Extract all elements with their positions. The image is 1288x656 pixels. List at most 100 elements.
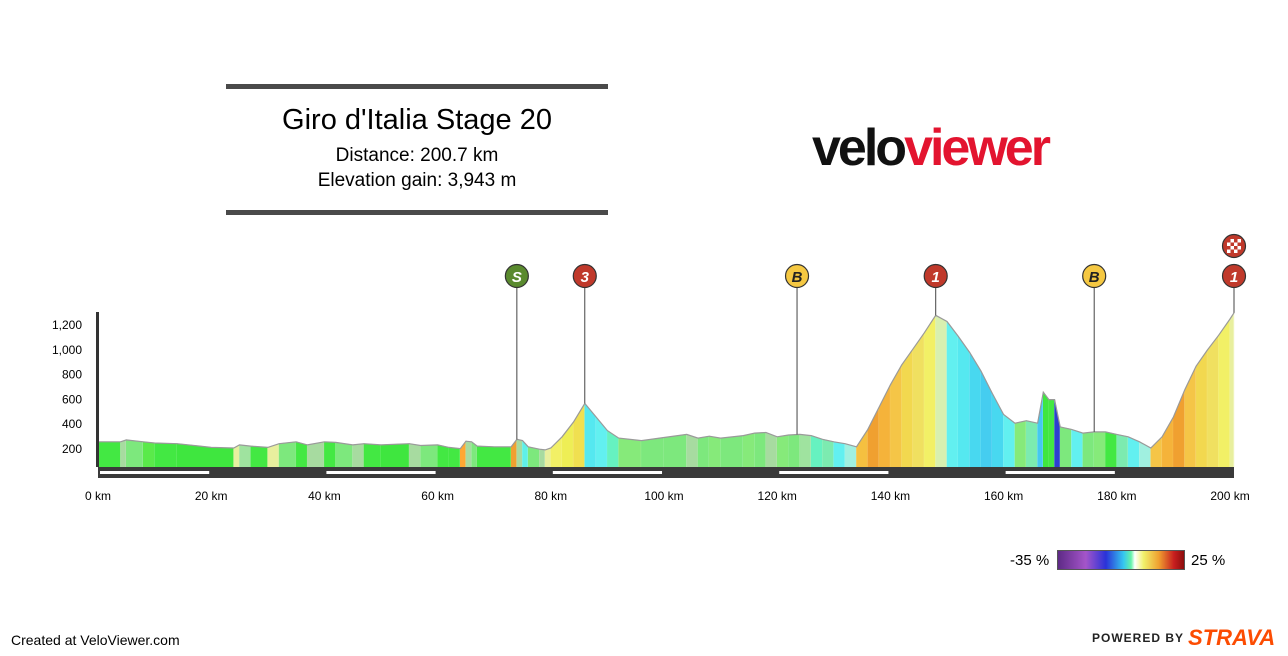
profile-segment-15 — [352, 443, 365, 468]
y-tick-label: 400 — [62, 417, 82, 431]
title-box: Giro d'Italia Stage 20 Distance: 200.7 k… — [226, 84, 608, 216]
finish-flag-check — [1230, 249, 1234, 253]
climb-marker-1 — [1221, 263, 1247, 289]
profile-segment-46 — [754, 432, 767, 468]
x-tick-label: 180 km — [1097, 489, 1136, 503]
profile-segment-23 — [465, 440, 472, 468]
y-tick-label: 1,000 — [52, 343, 82, 357]
x-tick-label: 160 km — [984, 489, 1023, 503]
elevation-gain-text: Elevation gain: 3,943 m — [317, 170, 517, 191]
profile-segment-59 — [901, 347, 914, 468]
profile-segment-42 — [697, 435, 710, 468]
profile-segment-21 — [448, 447, 461, 468]
profile-segment-37 — [607, 430, 619, 468]
profile-segment-7 — [239, 444, 252, 468]
profile-segment-3 — [143, 441, 155, 468]
profile-segment-27 — [516, 438, 523, 468]
finish-flag-check — [1234, 242, 1238, 246]
profile-segment-30 — [539, 448, 546, 468]
profile-segment-52 — [822, 438, 835, 468]
profile-segment-29 — [527, 446, 540, 468]
climb-marker-B — [1082, 263, 1107, 289]
climb-marker-label: 3 — [581, 269, 590, 286]
finish-flag-check — [1234, 249, 1238, 253]
x-tick-label: 40 km — [308, 489, 341, 503]
profile-segment-73 — [1048, 399, 1055, 468]
y-axis-line — [96, 312, 99, 467]
created-at-veloviewer[interactable]: Created at VeloViewer.com — [11, 632, 180, 648]
x-tick-label: 60 km — [421, 489, 454, 503]
gradient-legend-colorbar — [1057, 550, 1185, 570]
x-tick-label: 80 km — [534, 489, 567, 503]
y-tick-label: 600 — [62, 392, 82, 406]
climb-marker-S — [504, 263, 529, 289]
profile-segment-45 — [743, 432, 755, 468]
profile-segment-17 — [380, 443, 410, 468]
gradient-legend-max-label: 25 % — [1191, 552, 1226, 569]
finish-flag-check — [1234, 239, 1238, 243]
distance-band-4 — [1005, 471, 1115, 474]
profile-segment-72 — [1043, 391, 1050, 468]
profile-segment-44 — [720, 435, 744, 468]
profile-segment-71 — [1037, 392, 1044, 468]
profile-segment-58 — [890, 363, 902, 468]
veloviewer-logo: veloviewer — [812, 118, 1082, 178]
profile-segment-16 — [363, 443, 382, 468]
climb-marker-label: 1 — [932, 269, 940, 286]
finish-flag-check — [1227, 239, 1231, 243]
gradient-legend-min-label: -35 % — [1010, 552, 1050, 569]
profile-segment-38 — [618, 437, 642, 468]
profile-segment-65 — [969, 351, 982, 468]
profile-segment-10 — [278, 441, 297, 468]
y-tick-label: 1,200 — [52, 318, 82, 332]
logo-part-velo: velo — [812, 119, 907, 177]
finish-flag-check — [1237, 246, 1241, 250]
profile-segment-89 — [1218, 318, 1231, 468]
profile-segment-56 — [867, 406, 880, 468]
y-tick-label: 800 — [62, 368, 82, 382]
profile-segment-14 — [335, 442, 353, 468]
climb-marker-B — [784, 263, 810, 289]
profile-segment-84 — [1161, 415, 1174, 468]
profile-segment-41 — [686, 433, 699, 468]
powered-by-label: POWERED BY — [1092, 631, 1185, 645]
profile-segment-77 — [1082, 431, 1095, 468]
profile-segment-62 — [935, 314, 948, 468]
x-tick-label: 20 km — [195, 489, 228, 503]
distance-band-1 — [326, 471, 436, 474]
climb-marker-label: B — [1089, 269, 1100, 286]
profile-segment-43 — [709, 435, 721, 468]
distance-band-3 — [779, 471, 889, 474]
stage-title: Giro d'Italia Stage 20 — [282, 104, 552, 136]
profile-segment-4 — [154, 442, 178, 468]
profile-segment-74 — [1054, 399, 1061, 468]
profile-segment-61 — [924, 314, 936, 468]
profile-segment-13 — [324, 441, 336, 468]
profile-segment-32 — [550, 436, 563, 468]
profile-segment-47 — [765, 432, 778, 468]
profile-segment-63 — [946, 320, 959, 468]
climb-marker-label: B — [792, 269, 803, 286]
profile-segment-87 — [1195, 349, 1208, 468]
profile-segment-51 — [810, 435, 823, 468]
distance-text: Distance: 200.7 km — [335, 145, 499, 166]
profile-segment-79 — [1105, 431, 1118, 468]
finish-flag-check — [1230, 242, 1234, 246]
x-tick-label: 140 km — [871, 489, 910, 503]
profile-segment-1 — [120, 439, 127, 468]
finish-flag-check — [1234, 246, 1238, 250]
profile-segment-25 — [476, 445, 512, 468]
profile-segment-75 — [1059, 426, 1072, 468]
profile-segment-76 — [1071, 428, 1084, 468]
profile-segment-48 — [776, 434, 789, 468]
climb-marker-label: 1 — [1230, 269, 1238, 286]
elevation-profile-line — [98, 312, 1235, 451]
profile-segment-8 — [250, 445, 269, 468]
profile-segment-0 — [97, 441, 121, 468]
profile-segment-12 — [307, 441, 325, 468]
climb-marker-label: S — [512, 269, 522, 286]
finish-flag-check — [1230, 239, 1234, 243]
profile-segment-86 — [1184, 366, 1197, 468]
profile-segment-85 — [1173, 389, 1186, 468]
powered-by-strava[interactable]: POWERED BY STRAVA — [1092, 625, 1275, 651]
